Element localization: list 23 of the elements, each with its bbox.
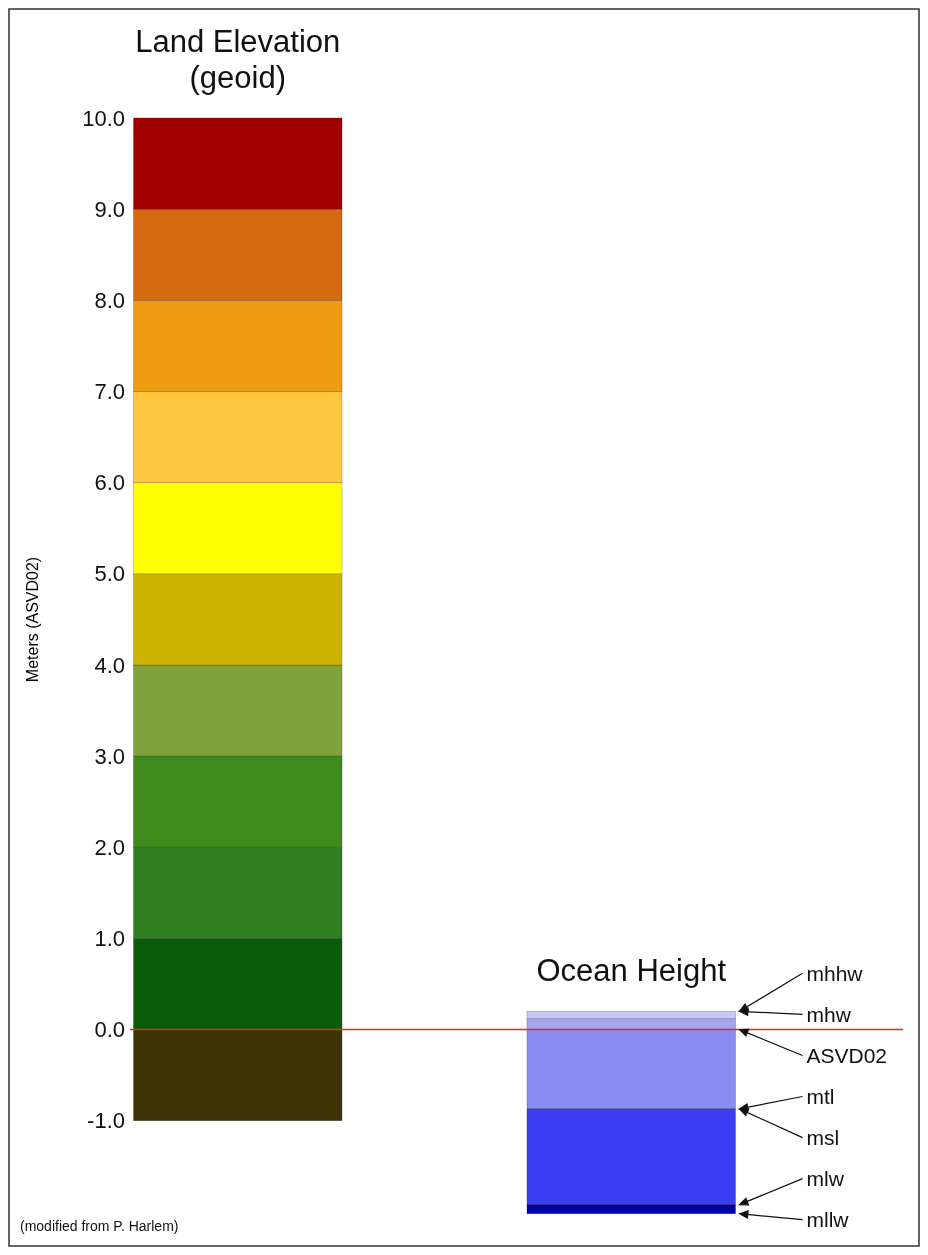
y-tick-label: 10.0 — [82, 105, 125, 131]
annotation: mhw — [806, 1002, 852, 1026]
y-tick-label: 3.0 — [94, 743, 125, 769]
y-tick-label: 5.0 — [94, 561, 125, 587]
annotation: mhhw — [806, 961, 864, 985]
y-tick-label: 9.0 — [94, 196, 125, 222]
y-tick-label: -1.0 — [87, 1108, 125, 1134]
annotation: ASVD02 — [806, 1043, 888, 1067]
y-axis-title: Meters (ASVD02) — [24, 556, 41, 683]
y-tick-label: 0.0 — [94, 1017, 125, 1043]
annotation: mlw — [806, 1167, 845, 1190]
y-tick-label: 2.0 — [94, 834, 125, 860]
y-tick-label: 8.0 — [94, 288, 125, 314]
annotation: (modified from P. Harlem) — [20, 1218, 179, 1234]
x-tick-label: Land Elevation (geoid) — [135, 24, 341, 95]
y-tick-label: 7.0 — [94, 379, 125, 405]
y-tick-label: 4.0 — [94, 652, 125, 678]
y-tick-label: 1.0 — [94, 926, 125, 952]
annotation: mllw — [806, 1208, 850, 1232]
annotation: mtl — [806, 1084, 835, 1108]
y-tick-label: 6.0 — [94, 470, 125, 496]
annotation: msl — [806, 1125, 840, 1149]
x-tick-label: Ocean Height — [536, 953, 727, 989]
